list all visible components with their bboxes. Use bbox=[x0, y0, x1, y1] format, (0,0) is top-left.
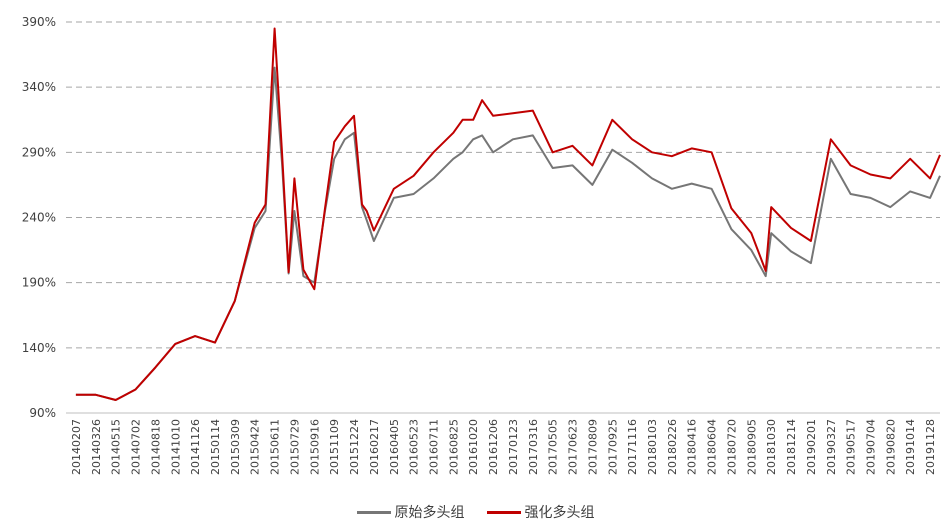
x-tick-label: 20140207 bbox=[70, 419, 83, 475]
legend-swatch-original bbox=[356, 510, 391, 514]
x-tick-label: 20161020 bbox=[467, 419, 480, 475]
y-tick-label: 390% bbox=[22, 15, 56, 29]
x-tick-label: 20160711 bbox=[427, 419, 440, 475]
x-tick-label: 20190704 bbox=[864, 419, 877, 475]
y-tick-label: 90% bbox=[29, 406, 56, 420]
y-tick-label: 290% bbox=[22, 145, 56, 159]
x-tick-label: 20191128 bbox=[924, 419, 937, 475]
x-tick-label: 20180905 bbox=[745, 419, 758, 475]
x-tick-label: 20190517 bbox=[845, 419, 858, 475]
x-tick-label: 20151109 bbox=[328, 419, 341, 475]
x-tick-label: 20150424 bbox=[249, 419, 262, 475]
legend-item-enhanced: 强化多头组 bbox=[486, 502, 595, 522]
x-tick-label: 20140702 bbox=[130, 419, 143, 475]
x-tick-label: 20150114 bbox=[209, 419, 222, 475]
x-tick-label: 20170623 bbox=[567, 419, 580, 475]
legend: 原始多头组 强化多头组 bbox=[0, 502, 951, 522]
x-tick-label: 20180226 bbox=[666, 419, 679, 475]
legend-item-original: 原始多头组 bbox=[356, 502, 465, 522]
y-axis-ticks: 90% 140% 190% 240% 290% 340% 390% bbox=[22, 15, 56, 420]
x-tick-label: 20150611 bbox=[269, 419, 282, 475]
x-tick-label: 20170316 bbox=[527, 419, 540, 475]
x-tick-label: 20150729 bbox=[288, 419, 301, 475]
x-tick-label: 20170505 bbox=[547, 419, 560, 475]
x-tick-label: 20150309 bbox=[229, 419, 242, 475]
x-tick-label: 20141126 bbox=[189, 419, 202, 475]
x-tick-label: 20190327 bbox=[825, 419, 838, 475]
x-tick-label: 20191014 bbox=[904, 419, 917, 475]
y-tick-label: 190% bbox=[22, 276, 56, 290]
x-tick-label: 20180720 bbox=[725, 419, 738, 475]
y-tick-label: 340% bbox=[22, 80, 56, 94]
x-tick-label: 20140326 bbox=[90, 419, 103, 475]
x-tick-label: 20170123 bbox=[507, 419, 520, 475]
x-tick-label: 20151224 bbox=[348, 419, 361, 475]
x-tick-label: 20150916 bbox=[308, 419, 321, 475]
grid-lines bbox=[66, 21, 940, 349]
series-lines bbox=[75, 27, 941, 401]
x-tick-label: 20140515 bbox=[110, 419, 123, 475]
x-tick-label: 20190201 bbox=[805, 419, 818, 475]
x-tick-label: 20170925 bbox=[606, 419, 619, 475]
x-tick-label: 20160217 bbox=[368, 419, 381, 475]
x-tick-label: 20181214 bbox=[785, 419, 798, 475]
x-tick-label: 20190820 bbox=[884, 419, 897, 475]
x-tick-label: 20180416 bbox=[686, 419, 699, 475]
legend-label-original: 原始多头组 bbox=[394, 505, 465, 521]
x-tick-label: 20160405 bbox=[388, 419, 401, 475]
x-tick-label: 20171116 bbox=[626, 419, 639, 475]
x-tick-label: 20160825 bbox=[447, 419, 460, 475]
y-tick-label: 240% bbox=[22, 211, 56, 225]
x-tick-label: 20181030 bbox=[765, 419, 778, 475]
series-line-enhanced bbox=[75, 27, 941, 401]
series-line-original bbox=[75, 66, 941, 401]
y-tick-label: 140% bbox=[22, 341, 56, 355]
x-tick-label: 20180103 bbox=[646, 419, 659, 475]
x-axis-ticks: 20140207 20140326 20140515 20140702 20140818… bbox=[70, 419, 937, 475]
legend-label-enhanced: 强化多头组 bbox=[524, 505, 595, 521]
x-tick-label: 20161206 bbox=[487, 419, 500, 475]
x-tick-label: 20170809 bbox=[586, 419, 599, 475]
x-tick-label: 20140818 bbox=[149, 419, 162, 475]
x-tick-label: 20141010 bbox=[169, 419, 182, 475]
legend-swatch-enhanced bbox=[486, 510, 521, 514]
x-tick-label: 20180604 bbox=[706, 419, 719, 475]
x-tick-label: 20160523 bbox=[408, 419, 421, 475]
